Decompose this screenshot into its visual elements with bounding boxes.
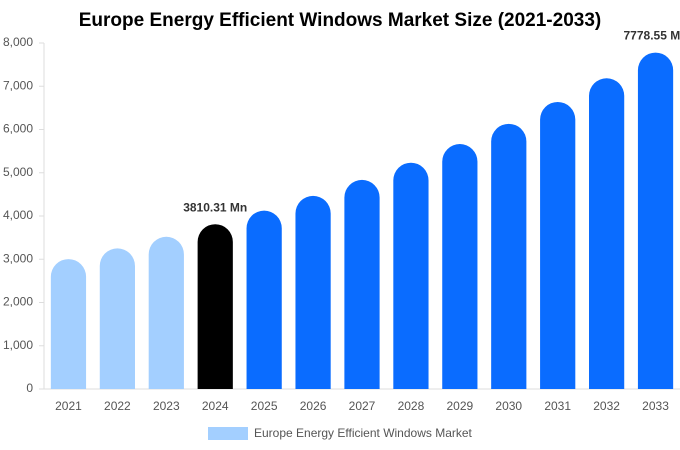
x-tick-label: 2021 — [55, 399, 82, 413]
x-tick-label: 2030 — [495, 399, 522, 413]
x-tick-label: 2033 — [642, 399, 669, 413]
bar — [50, 259, 87, 389]
x-tick-label: 2032 — [593, 399, 620, 413]
bar — [491, 123, 527, 390]
bar — [197, 224, 233, 389]
x-tick-label: 2023 — [153, 399, 180, 413]
y-tick-label: 6,000 — [3, 122, 33, 136]
y-tick-label: 2,000 — [3, 295, 33, 309]
bar — [589, 78, 625, 389]
x-tick-label: 2028 — [398, 399, 425, 413]
y-tick-label: 7,000 — [3, 78, 33, 92]
chart-title: Europe Energy Efficient Windows Market S… — [79, 10, 601, 31]
bar — [540, 101, 576, 389]
y-tick-label: 1,000 — [3, 338, 33, 352]
x-tick-label: 2026 — [300, 399, 327, 413]
bar — [442, 144, 478, 389]
y-tick-label: 3,000 — [3, 251, 33, 265]
x-tick-label: 2029 — [446, 399, 473, 413]
x-tick-label: 2025 — [251, 399, 278, 413]
bar — [99, 248, 135, 389]
value-label: 3810.31 Mn — [183, 200, 247, 214]
y-tick-label: 5,000 — [3, 165, 33, 179]
bar — [344, 179, 380, 389]
bar — [246, 210, 282, 389]
bar — [295, 195, 331, 389]
y-tick-label: 8,000 — [3, 35, 33, 49]
x-tick-label: 2024 — [202, 399, 229, 413]
legend-label: Europe Energy Efficient Windows Market — [254, 426, 473, 440]
bar — [637, 52, 674, 390]
y-tick-label: 4,000 — [3, 208, 33, 222]
x-tick-label: 2031 — [544, 399, 571, 413]
bar — [148, 236, 184, 389]
bar — [393, 162, 429, 389]
x-tick-label: 2027 — [349, 399, 376, 413]
legend-swatch — [208, 427, 248, 440]
value-label: 7778.55 Mn — [624, 29, 680, 43]
y-tick-label: 0 — [26, 381, 33, 395]
x-tick-label: 2022 — [104, 399, 131, 413]
